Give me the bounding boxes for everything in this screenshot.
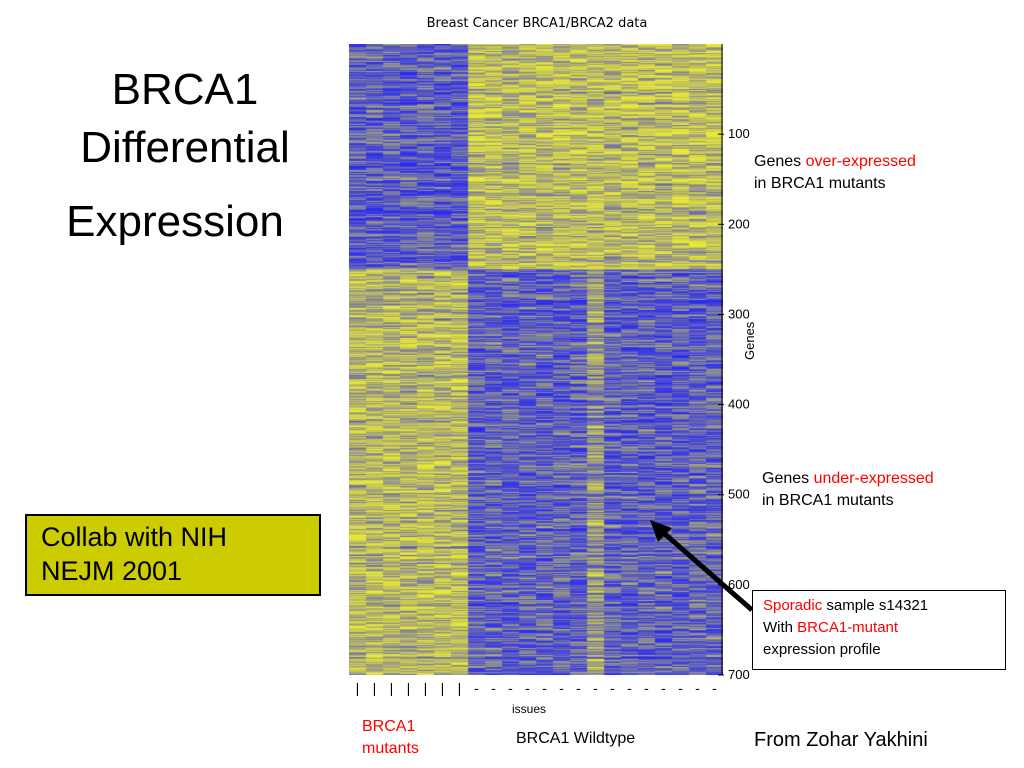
slide-title-line1: BRCA1 (111, 65, 259, 114)
arrow-pointer (650, 520, 754, 612)
column-marker: - (661, 680, 666, 696)
y-axis-label: Genes (742, 321, 757, 360)
collab-line1: Collab with NIH (41, 522, 228, 552)
column-marker: - (644, 680, 649, 696)
arrow-shaft (656, 526, 754, 612)
column-marker: - (712, 680, 717, 696)
y-axis: 100 200 300 400 500 600 700 (718, 44, 750, 682)
under-suffix: in BRCA1 mutants (762, 492, 894, 509)
column-marker: | (424, 680, 428, 696)
column-marker: - (678, 680, 683, 696)
collab-line2: NEJM 2001 (41, 556, 183, 586)
mutants-line1: BRCA1 (362, 718, 416, 735)
column-markers: | | | | | | | - - - - - - - - - - - - - - - (356, 680, 717, 696)
under-prefix: Genes (762, 470, 814, 487)
y-tick-label: 500 (728, 487, 750, 502)
under-red-text: under-expressed (813, 470, 934, 487)
column-marker: | (373, 680, 377, 696)
column-marker: | (407, 680, 411, 696)
column-marker: - (610, 680, 615, 696)
over-prefix: Genes (754, 153, 806, 170)
slide-title-line3: Expression (66, 197, 284, 246)
credit-text: From Zohar Yakhini (754, 729, 928, 751)
y-tick-label: 300 (728, 306, 750, 321)
column-marker: - (593, 680, 598, 696)
mutants-line2: mutants (362, 740, 419, 757)
arrow-head (650, 520, 672, 542)
column-marker: - (627, 680, 632, 696)
column-marker: - (542, 680, 547, 696)
column-marker: | (441, 680, 445, 696)
sporadic-rest: sample s14321 (822, 597, 929, 614)
column-marker: - (474, 680, 479, 696)
slide-title-line2: Differential (80, 123, 290, 172)
over-red-text: over-expressed (805, 153, 916, 170)
x-axis-label: issues (512, 702, 547, 716)
column-marker: | (458, 680, 462, 696)
profile-text: expression profile (763, 641, 881, 658)
wildtype-group-label: BRCA1 Wildtype (516, 730, 636, 747)
column-marker: | (390, 680, 394, 696)
over-suffix: in BRCA1 mutants (754, 175, 886, 192)
column-marker: - (695, 680, 700, 696)
column-marker: - (525, 680, 530, 696)
y-tick-label: 700 (728, 667, 750, 682)
with-red: BRCA1-mutant (797, 619, 899, 636)
y-tick-label: 400 (728, 397, 750, 412)
mutants-group-label: BRCA1 mutants (362, 716, 419, 760)
heatmap-canvas (349, 44, 723, 675)
chart-title: Breast Cancer BRCA1/BRCA2 data (426, 16, 648, 31)
collab-box: Collab with NIH NEJM 2001 (25, 514, 321, 596)
column-marker: - (576, 680, 581, 696)
with-prefix: With (763, 619, 798, 636)
y-tick-label: 100 (728, 126, 750, 141)
column-marker: | (356, 680, 360, 696)
column-marker: - (559, 680, 564, 696)
over-expressed-note: Genes over-expressed in BRCA1 mutants (754, 151, 916, 195)
under-expressed-note: Genes under-expressed in BRCA1 mutants (762, 468, 934, 512)
y-tick-label: 600 (728, 577, 750, 592)
sporadic-red: Sporadic (763, 597, 823, 614)
column-marker: - (491, 680, 496, 696)
y-tick-label: 200 (728, 216, 750, 231)
sporadic-sample-box: Sporadic sample s14321 With BRCA1-mutant… (752, 590, 1006, 670)
column-marker: - (508, 680, 513, 696)
